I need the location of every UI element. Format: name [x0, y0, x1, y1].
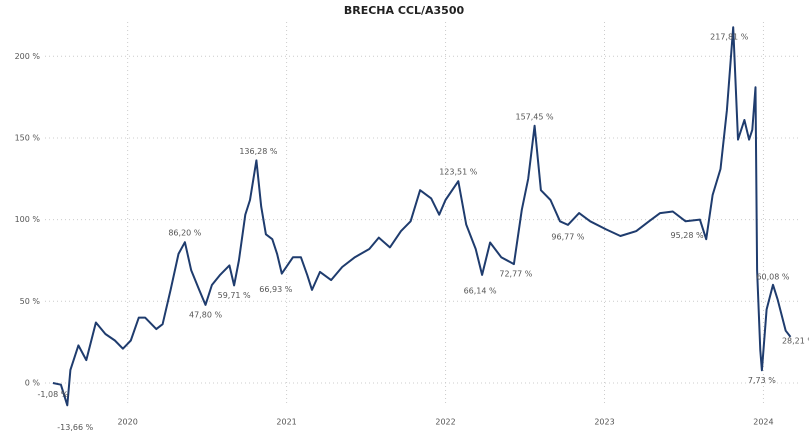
data-label: -1,08 % — [37, 390, 68, 399]
line — [52, 26, 792, 407]
y-tick-label: 0 % — [25, 378, 41, 387]
data-label: 217,81 % — [710, 33, 749, 42]
x-tick-label: 2023 — [594, 418, 614, 427]
data-label: 66,14 % — [464, 286, 497, 295]
data-label: 60,08 % — [756, 272, 789, 281]
chart-title: BRECHA CCL/A3500 — [344, 4, 465, 17]
y-tick-label: 50 % — [20, 297, 41, 306]
data-label: 59,71 % — [218, 291, 251, 300]
data-label: 96,77 % — [551, 232, 584, 241]
x-tick-label: 2020 — [117, 418, 137, 427]
data-label: 72,77 % — [499, 270, 532, 279]
data-label: 47,80 % — [189, 310, 222, 319]
data-label: 123,51 % — [439, 168, 478, 177]
y-tick-label: 100 % — [15, 215, 41, 224]
data-label: 136,28 % — [239, 147, 278, 156]
y-tick-label: 200 % — [15, 52, 41, 61]
data-label: 28,21 % — [782, 336, 809, 345]
data-label: 66,93 % — [259, 285, 292, 294]
data-label: 86,20 % — [168, 229, 201, 238]
x-tick-label: 2021 — [276, 418, 296, 427]
y-tick-label: 150 % — [15, 133, 41, 142]
x-tick-label: 2022 — [435, 418, 455, 427]
data-label: 157,45 % — [515, 112, 554, 121]
data-label: 95,28 % — [671, 231, 704, 240]
data-label: -13,66 % — [57, 423, 93, 432]
x-tick-label: 2024 — [753, 418, 773, 427]
data-label: 7,73 % — [748, 376, 776, 385]
